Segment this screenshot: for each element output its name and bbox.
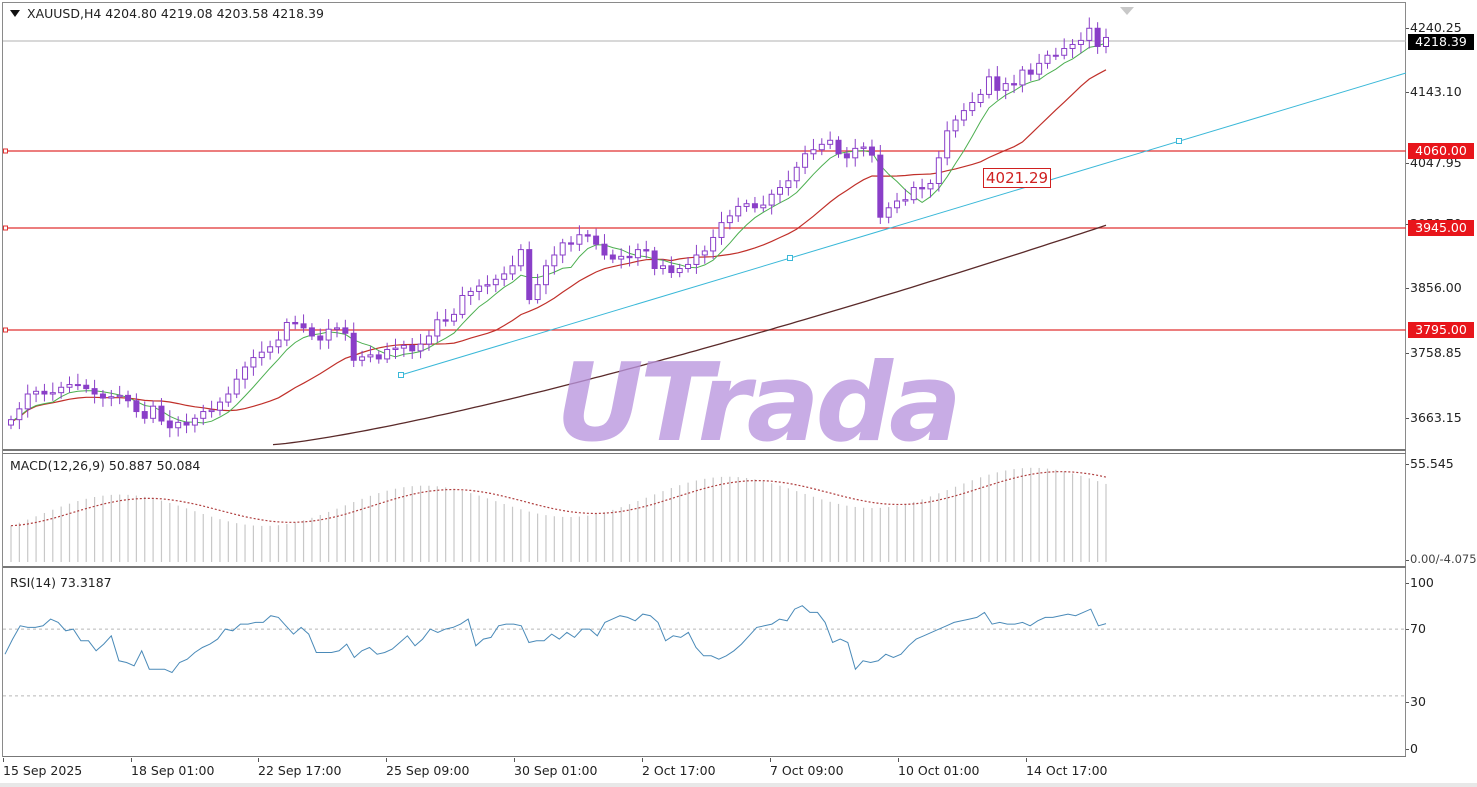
- price-tick-label: 3758.85: [1406, 345, 1462, 360]
- bottom-border: [0, 783, 1477, 787]
- price-axis[interactable]: 4240.254143.104047.953951.703856.003758.…: [1406, 0, 1477, 760]
- time-tick-label: 10 Oct 01:00: [898, 758, 980, 778]
- price-annotation-label[interactable]: 4021.29: [983, 168, 1052, 188]
- time-axis[interactable]: 15 Sep 2025 18 Sep 01:00 22 Sep 17:00 25 Se…: [0, 758, 1406, 787]
- macd-axis-top: 55.545: [1406, 456, 1454, 471]
- current-price-label: 4218.39: [1408, 34, 1474, 50]
- collapse-triangle-icon[interactable]: [10, 10, 20, 17]
- chart-title: XAUUSD,H4 4204.80 4219.08 4203.58 4218.3…: [10, 6, 324, 21]
- price-pane[interactable]: XAUUSD,H4 4204.80 4219.08 4203.58 4218.3…: [3, 3, 1406, 466]
- time-tick-label: 25 Sep 09:00: [386, 758, 470, 778]
- time-tick-label: 15 Sep 2025: [3, 758, 83, 778]
- macd-axis-bottom: 0.00/-4.0758: [1406, 552, 1477, 566]
- level-price-label: 4060.00: [1408, 143, 1474, 159]
- level-price-label: 3945.00: [1408, 220, 1474, 236]
- price-tick-label: 4240.25: [1406, 20, 1462, 35]
- rsi-tick-label: 0: [1406, 741, 1418, 756]
- price-tick-label: 3663.15: [1406, 410, 1462, 425]
- chart-shift-marker-icon[interactable]: [1120, 7, 1134, 15]
- time-tick-label: 30 Sep 01:00: [514, 758, 598, 778]
- symbol-ohlc-label: XAUUSD,H4 4204.80 4219.08 4203.58 4218.3…: [27, 6, 324, 21]
- rsi-plot: [3, 605, 1406, 697]
- rsi-tick-label: 30: [1406, 694, 1426, 709]
- candlestick-plot[interactable]: [3, 3, 1406, 451]
- rsi-title: RSI(14) 73.3187: [10, 575, 112, 590]
- time-tick-label: 7 Oct 09:00: [770, 758, 844, 778]
- rsi-pane[interactable]: RSI(14) 73.3187: [3, 570, 1406, 757]
- time-tick-label: 2 Oct 17:00: [642, 758, 716, 778]
- macd-title: MACD(12,26,9) 50.887 50.084: [10, 458, 201, 473]
- rsi-tick-label: 70: [1406, 621, 1426, 636]
- macd-plot: [10, 467, 1107, 562]
- time-tick-label: 14 Oct 17:00: [1026, 758, 1108, 778]
- macd-pane[interactable]: MACD(12,26,9) 50.887 50.084: [3, 453, 1406, 568]
- time-tick-label: 22 Sep 17:00: [258, 758, 342, 778]
- price-tick-label: 3856.00: [1406, 280, 1462, 295]
- level-price-label: 3795.00: [1408, 322, 1474, 338]
- rsi-tick-label: 100: [1406, 575, 1434, 590]
- time-tick-label: 18 Sep 01:00: [131, 758, 215, 778]
- price-tick-label: 4143.10: [1406, 84, 1462, 99]
